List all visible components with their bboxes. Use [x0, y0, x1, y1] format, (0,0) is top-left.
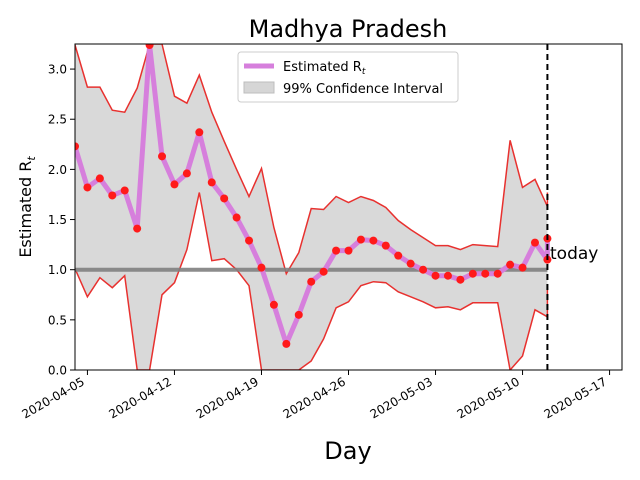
data-point [506, 260, 515, 269]
data-point [108, 191, 117, 200]
today-label: today [550, 244, 598, 264]
y-tick-label: 0.5 [48, 313, 67, 327]
data-point [394, 251, 403, 260]
estimate-line [75, 44, 550, 347]
data-point [332, 246, 341, 255]
data-point [232, 213, 241, 222]
data-point [530, 238, 539, 247]
data-point [294, 310, 303, 319]
data-point [145, 44, 154, 50]
x-axis: 2020-04-05 2020-04-12 2020-04-19 2020-04-26… [20, 370, 611, 421]
legend-box [237, 51, 459, 103]
y-tick-label: 1.5 [48, 213, 67, 227]
data-point [443, 271, 452, 280]
data-point [257, 263, 266, 272]
x-tick-label: 2020-05-03 [368, 374, 435, 421]
data-point [170, 180, 179, 189]
data-point [344, 246, 353, 255]
x-tick-label: 2020-04-05 [20, 374, 87, 421]
x-tick-label: 2020-04-12 [107, 374, 174, 421]
data-point [381, 241, 390, 250]
lower-bound-line [75, 192, 549, 370]
x-tick-label: 2020-05-17 [542, 374, 609, 421]
confidence-band [75, 44, 548, 370]
legend-label-estimate: Estimated Rt [283, 60, 366, 77]
upper-bound-line [75, 44, 549, 276]
data-point [220, 194, 229, 203]
legend: Estimated Rt 99% Confidence Interval [237, 51, 459, 103]
data-point [319, 267, 328, 276]
x-tick-label: 2020-05-10 [455, 374, 522, 421]
data-point [493, 269, 502, 278]
data-point [307, 277, 316, 286]
y-axis: 0.0 0.5 1.0 1.5 2.0 2.5 3.0 [48, 63, 75, 378]
legend-swatch-ci [243, 81, 275, 94]
y-axis-label-sub: t [25, 156, 38, 161]
data-point [481, 269, 490, 278]
data-point [133, 224, 142, 233]
data-point [95, 174, 104, 183]
data-point [182, 169, 191, 178]
data-point [75, 142, 79, 151]
data-point [518, 263, 527, 272]
y-tick-label: 2.0 [48, 163, 67, 177]
data-point [195, 128, 204, 137]
chart-title: Madhya Pradesh [249, 15, 448, 43]
y-tick-label: 1.0 [48, 263, 67, 277]
y-axis-label-main: Estimated R [16, 161, 35, 258]
data-point [369, 236, 378, 245]
legend-label-ci: 99% Confidence Interval [283, 82, 443, 97]
data-point [245, 236, 254, 245]
data-point [456, 275, 465, 284]
y-tick-label: 2.5 [48, 113, 67, 127]
data-point [431, 271, 440, 280]
data-point [269, 300, 278, 309]
data-point [207, 178, 216, 187]
x-tick-label: 2020-04-26 [281, 374, 348, 421]
data-point [406, 259, 415, 268]
data-point [120, 186, 129, 195]
data-point [282, 339, 291, 348]
data-point [468, 269, 477, 278]
x-axis-label: Day [324, 437, 371, 465]
plot-content [75, 44, 552, 370]
data-point [419, 265, 428, 274]
y-tick-label: 0.0 [48, 364, 67, 378]
y-axis-label: Estimated Rt [16, 156, 38, 258]
plot-area [75, 44, 552, 370]
data-point [356, 235, 365, 244]
data-point [83, 183, 92, 192]
data-point [158, 152, 167, 161]
x-tick-label: 2020-04-19 [194, 374, 261, 421]
y-tick-label: 3.0 [48, 63, 67, 77]
